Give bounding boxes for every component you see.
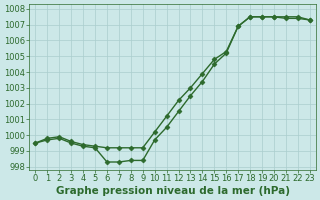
X-axis label: Graphe pression niveau de la mer (hPa): Graphe pression niveau de la mer (hPa) <box>56 186 290 196</box>
